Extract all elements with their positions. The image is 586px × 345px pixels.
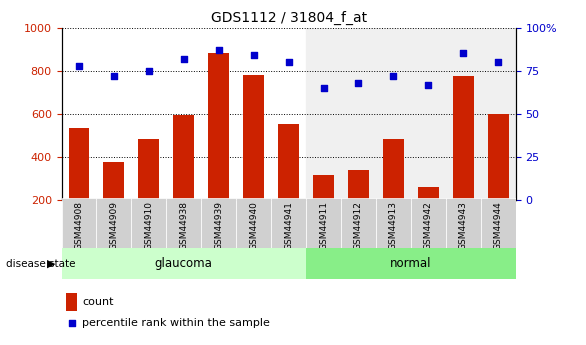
Text: GSM44908: GSM44908	[74, 201, 83, 250]
Bar	[173, 115, 195, 200]
Bar	[411, 198, 446, 248]
Point	[74, 63, 84, 68]
Text: GSM44940: GSM44940	[249, 201, 258, 250]
Point	[389, 73, 398, 79]
Point	[109, 73, 118, 79]
Point	[319, 85, 328, 91]
Text: GSM44938: GSM44938	[179, 201, 188, 250]
Bar	[62, 248, 306, 279]
Bar	[453, 76, 473, 200]
Text: count: count	[82, 297, 114, 307]
Bar	[66, 294, 77, 311]
Bar	[446, 198, 481, 248]
Point	[214, 47, 223, 53]
Bar	[243, 75, 264, 200]
Bar	[348, 170, 369, 200]
Bar	[481, 198, 516, 248]
Point	[379, 114, 389, 119]
Bar	[104, 162, 124, 200]
Text: normal: normal	[390, 257, 432, 270]
Point	[459, 51, 468, 56]
Bar	[69, 128, 90, 200]
Bar	[278, 124, 299, 200]
Bar	[166, 198, 201, 248]
Text: GSM44944: GSM44944	[494, 201, 503, 250]
Text: GSM44913: GSM44913	[389, 201, 398, 250]
Bar	[138, 139, 159, 200]
Text: GSM44912: GSM44912	[354, 201, 363, 250]
Bar	[208, 53, 229, 200]
Text: GSM44943: GSM44943	[459, 201, 468, 250]
Point	[284, 59, 294, 65]
Text: ▶: ▶	[47, 259, 56, 269]
Bar	[62, 198, 97, 248]
Text: glaucoma: glaucoma	[155, 257, 213, 270]
Bar	[97, 198, 131, 248]
Text: GSM44942: GSM44942	[424, 201, 433, 250]
Text: GSM44911: GSM44911	[319, 201, 328, 250]
Bar	[306, 198, 341, 248]
Bar	[418, 187, 439, 200]
Point	[424, 82, 433, 87]
Bar	[313, 175, 334, 200]
Text: GSM44939: GSM44939	[214, 201, 223, 250]
Bar	[271, 198, 306, 248]
Text: disease state: disease state	[6, 259, 76, 269]
Title: GDS1112 / 31804_f_at: GDS1112 / 31804_f_at	[210, 11, 367, 25]
Bar	[341, 198, 376, 248]
Point	[493, 59, 503, 65]
Text: GSM44910: GSM44910	[144, 201, 154, 250]
Bar	[488, 114, 509, 200]
Point	[249, 52, 258, 58]
Bar	[306, 28, 516, 200]
Bar	[131, 198, 166, 248]
Point	[144, 68, 154, 73]
Text: percentile rank within the sample: percentile rank within the sample	[82, 318, 270, 328]
Bar	[306, 248, 516, 279]
Text: GSM44909: GSM44909	[110, 201, 118, 250]
Bar	[376, 198, 411, 248]
Point	[179, 56, 189, 61]
Text: GSM44941: GSM44941	[284, 201, 293, 250]
Bar	[236, 198, 271, 248]
Bar	[201, 198, 236, 248]
Bar	[383, 139, 404, 200]
Point	[354, 80, 363, 86]
Bar	[62, 28, 306, 200]
